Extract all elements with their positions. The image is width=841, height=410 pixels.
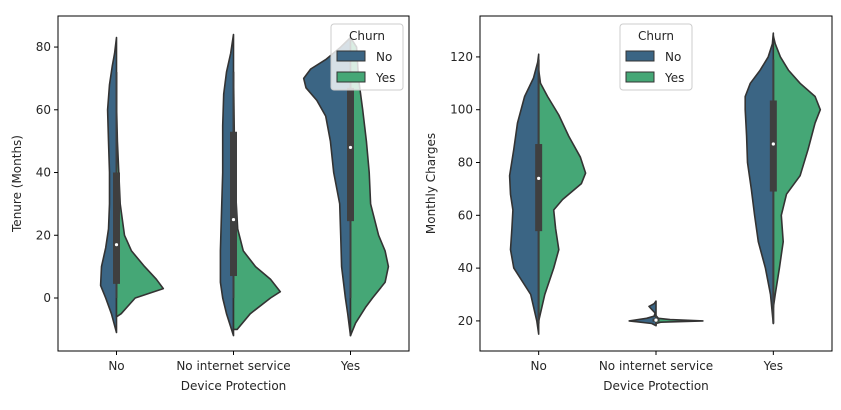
violin-half-no-1 [628, 300, 657, 327]
legend-title: Churn [638, 29, 674, 43]
x-axis-label: Device Protection [181, 379, 287, 393]
x-tick-label: Yes [763, 359, 783, 373]
violin-half-yes-1 [655, 314, 704, 325]
x-tick-label: No [108, 359, 124, 373]
violin-half-yes-1 [232, 71, 282, 331]
iqr-box-0 [113, 172, 120, 284]
violin-half-no-2 [744, 32, 775, 325]
legend-label-no: No [376, 50, 392, 64]
x-tick-label: Yes [340, 359, 360, 373]
violin-half-yes-0 [115, 102, 165, 318]
violin-half-no-0 [508, 53, 540, 335]
iqr-box-2 [769, 100, 777, 192]
chart-panel-2: 20 40 60 80 100 120 No No internet service Yes De… [424, 15, 833, 393]
legend: Churn No Yes [619, 23, 693, 91]
iqr-box-0 [535, 144, 543, 232]
legend-swatch-no [336, 50, 366, 62]
violin-half-no-0 [99, 36, 118, 334]
y-tick-label: 120 [450, 50, 473, 64]
x-tick-label: No internet service [599, 359, 713, 373]
median-marker-1 [231, 217, 236, 222]
legend-label-yes: Yes [664, 71, 684, 85]
median-marker-2 [771, 142, 775, 146]
y-tick-label: 100 [450, 103, 473, 117]
y-tick-label: 40 [36, 166, 51, 180]
y-axis-label: Monthly Charges [424, 133, 438, 234]
y-tick-label: 20 [458, 314, 473, 328]
median-marker-0 [114, 243, 119, 247]
legend: Churn No Yes [330, 23, 404, 91]
violin-half-yes-2 [772, 34, 822, 309]
median-marker-0 [537, 176, 541, 180]
legend-swatch-yes [336, 71, 366, 83]
x-axis-label: Device Protection [603, 379, 709, 393]
legend-swatch-yes [625, 71, 655, 83]
chart-panel-1: 0 20 40 60 80 No No internet service Yes Device … [10, 15, 410, 393]
median-marker-2 [348, 145, 353, 150]
y-tick-label: 80 [458, 156, 473, 170]
y-tick-label: 60 [458, 208, 473, 222]
violin-half-yes-0 [537, 69, 587, 322]
y-tick-label: 20 [36, 228, 51, 242]
legend-label-no: No [665, 50, 681, 64]
y-tick-label: 60 [36, 103, 51, 117]
legend-title: Churn [349, 29, 385, 43]
iqr-box-2 [347, 87, 354, 222]
iqr-box-1 [230, 131, 237, 277]
y-tick-label: 0 [43, 291, 51, 305]
y-tick-label: 80 [36, 40, 51, 54]
legend-swatch-no [625, 50, 655, 62]
y-tick-label: 40 [458, 261, 473, 275]
x-tick-label: No internet service [176, 359, 290, 373]
y-axis-label: Tenure (Months) [10, 135, 24, 233]
legend-label-yes: Yes [375, 71, 395, 85]
median-marker-1 [654, 318, 658, 322]
x-tick-label: No [531, 359, 547, 373]
